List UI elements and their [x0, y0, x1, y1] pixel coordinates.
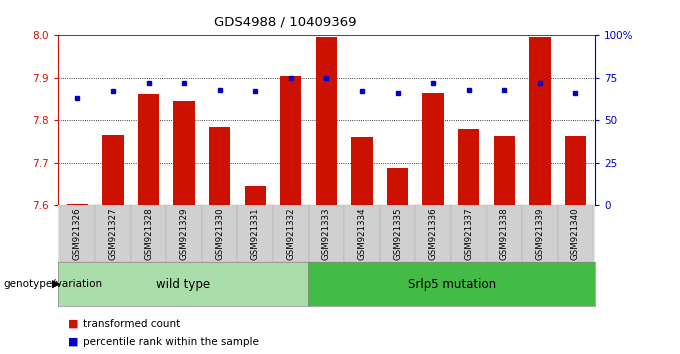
- Bar: [202, 205, 237, 262]
- Bar: [387, 168, 408, 205]
- Bar: [486, 205, 522, 262]
- Text: GSM921331: GSM921331: [251, 207, 260, 259]
- Bar: [102, 135, 124, 205]
- Text: ■: ■: [68, 337, 78, 347]
- Text: GSM921338: GSM921338: [500, 207, 509, 259]
- Bar: [131, 205, 167, 262]
- Bar: [167, 205, 202, 262]
- Text: GSM921340: GSM921340: [571, 207, 580, 259]
- Bar: [529, 37, 551, 205]
- Text: ■: ■: [68, 319, 78, 329]
- Bar: [352, 137, 373, 205]
- Text: transformed count: transformed count: [83, 319, 180, 329]
- Bar: [237, 205, 273, 262]
- Text: GSM921329: GSM921329: [180, 207, 188, 259]
- Text: GSM921327: GSM921327: [108, 207, 118, 259]
- Text: percentile rank within the sample: percentile rank within the sample: [83, 337, 259, 347]
- Text: wild type: wild type: [156, 278, 210, 291]
- Bar: [522, 205, 558, 262]
- Text: GSM921333: GSM921333: [322, 207, 331, 259]
- Text: GSM921336: GSM921336: [428, 207, 438, 259]
- Bar: [415, 205, 451, 262]
- Bar: [245, 186, 266, 205]
- Text: GSM921334: GSM921334: [358, 207, 367, 259]
- Bar: [309, 205, 344, 262]
- Bar: [380, 205, 415, 262]
- Text: GSM921330: GSM921330: [215, 207, 224, 259]
- Bar: [451, 205, 486, 262]
- Text: GSM921332: GSM921332: [286, 207, 295, 259]
- Bar: [67, 204, 88, 205]
- Text: GSM921328: GSM921328: [144, 207, 153, 259]
- Bar: [273, 205, 309, 262]
- Bar: [565, 136, 586, 205]
- Bar: [316, 37, 337, 205]
- Text: GSM921339: GSM921339: [535, 207, 545, 259]
- Text: genotype/variation: genotype/variation: [3, 279, 103, 289]
- Bar: [280, 76, 301, 205]
- Text: GSM921337: GSM921337: [464, 207, 473, 259]
- Bar: [344, 205, 379, 262]
- Bar: [173, 101, 194, 205]
- Bar: [458, 129, 479, 205]
- Bar: [95, 205, 131, 262]
- Bar: [494, 136, 515, 205]
- Text: ▶: ▶: [52, 279, 60, 289]
- Text: Srlp5 mutation: Srlp5 mutation: [408, 278, 496, 291]
- Bar: [60, 205, 95, 262]
- Text: GDS4988 / 10409369: GDS4988 / 10409369: [214, 16, 357, 29]
- Bar: [138, 93, 159, 205]
- Bar: [422, 93, 444, 205]
- Text: GSM921326: GSM921326: [73, 207, 82, 259]
- Text: GSM921335: GSM921335: [393, 207, 402, 259]
- Bar: [209, 127, 231, 205]
- Bar: [558, 205, 593, 262]
